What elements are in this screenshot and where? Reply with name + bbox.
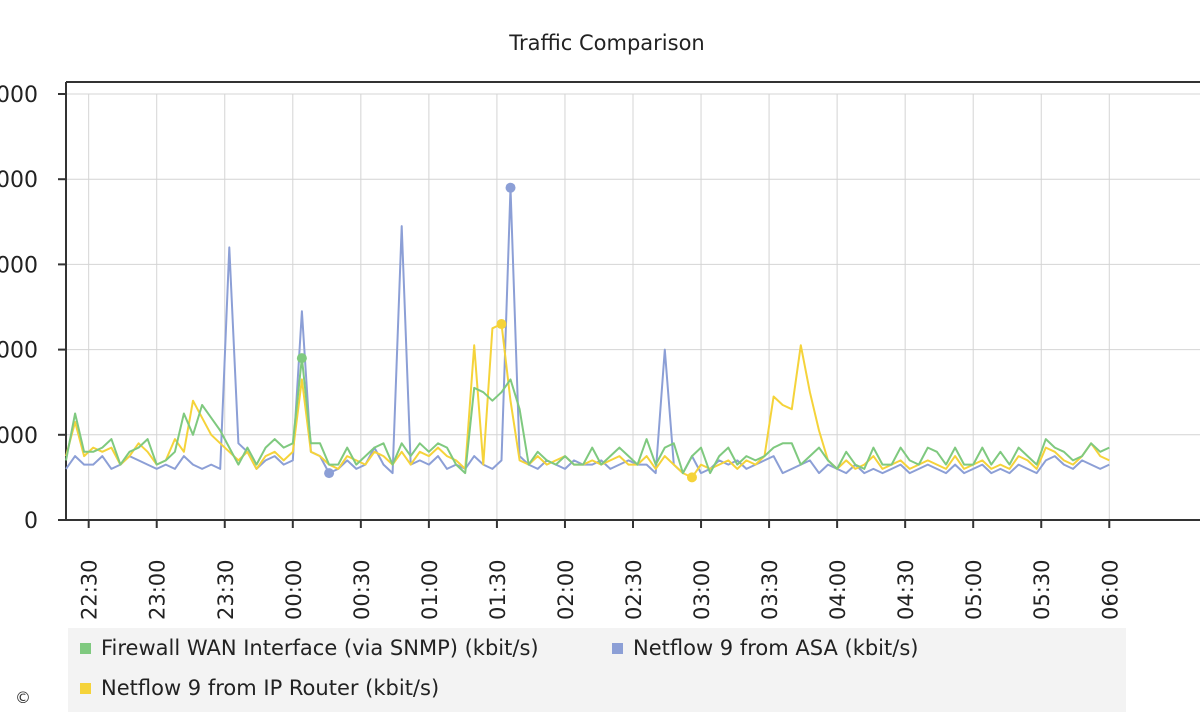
chart-legend: Firewall WAN Interface (via SNMP) (kbit/… [68, 628, 1126, 712]
x-tick-label-15: 06:00 [1098, 559, 1122, 620]
legend-label-router: Netflow 9 from IP Router (kbit/s) [101, 676, 440, 700]
y-tick-label-3: 3,000 [0, 253, 38, 278]
x-tick-label-11: 04:00 [826, 559, 850, 620]
series-max-marker-2 [496, 319, 507, 330]
x-tick-label-12: 04:30 [894, 559, 918, 620]
series-min-marker-2 [686, 472, 697, 483]
series-max-marker-1 [505, 182, 516, 193]
series-max-marker-0 [296, 353, 307, 364]
legend-swatch-asa [612, 642, 623, 654]
series-line-2 [65, 323, 1110, 479]
legend-item-asa[interactable]: Netflow 9 from ASA (kbit/s) [612, 636, 918, 660]
legend-item-router[interactable]: Netflow 9 from IP Router (kbit/s) [80, 676, 439, 700]
series-min-marker-1 [324, 468, 335, 479]
legend-swatch-router [80, 682, 91, 694]
x-tick-label-5: 01:00 [418, 559, 442, 620]
x-tick-label-13: 05:00 [962, 559, 986, 620]
y-axis-ticks: 0 1,000 2,000 3,000 4,000 5,000 [0, 83, 66, 534]
legend-item-snmp[interactable]: Firewall WAN Interface (via SNMP) (kbit/… [80, 636, 539, 660]
y-tick-label-4: 4,000 [0, 168, 38, 193]
grid-layer [66, 93, 1200, 521]
x-tick-label-3: 00:00 [282, 559, 306, 620]
chart-title: Traffic Comparison [508, 31, 705, 55]
x-tick-label-7: 02:00 [554, 559, 578, 620]
y-tick-label-5: 5,000 [0, 83, 38, 108]
x-tick-label-2: 23:30 [214, 559, 238, 620]
legend-label-asa: Netflow 9 from ASA (kbit/s) [633, 636, 919, 660]
x-tick-label-14: 05:30 [1030, 559, 1054, 620]
x-tick-label-8: 02:30 [622, 559, 646, 620]
x-tick-label-4: 00:30 [350, 559, 374, 620]
y-tick-label-2: 2,000 [0, 339, 38, 364]
series-line-1 [65, 186, 1110, 475]
x-tick-label-10: 03:30 [758, 559, 782, 620]
legend-label-snmp: Firewall WAN Interface (via SNMP) (kbit/… [101, 636, 539, 660]
series-line-0 [65, 357, 1110, 475]
x-tick-label-0: 22:30 [78, 559, 102, 620]
copyright-icon: © [10, 684, 36, 710]
x-tick-label-6: 01:30 [486, 559, 510, 620]
series-layer [65, 182, 1110, 483]
y-tick-label-1: 1,000 [0, 424, 38, 449]
x-axis-ticks: 22:30 23:00 23:30 00:00 00:30 01:00 01:30 02:00… [78, 520, 1122, 620]
y-tick-label-0: 0 [24, 509, 38, 534]
legend-swatch-snmp [80, 642, 91, 654]
x-tick-label-9: 03:00 [690, 559, 714, 620]
x-tick-label-1: 23:00 [146, 559, 170, 620]
